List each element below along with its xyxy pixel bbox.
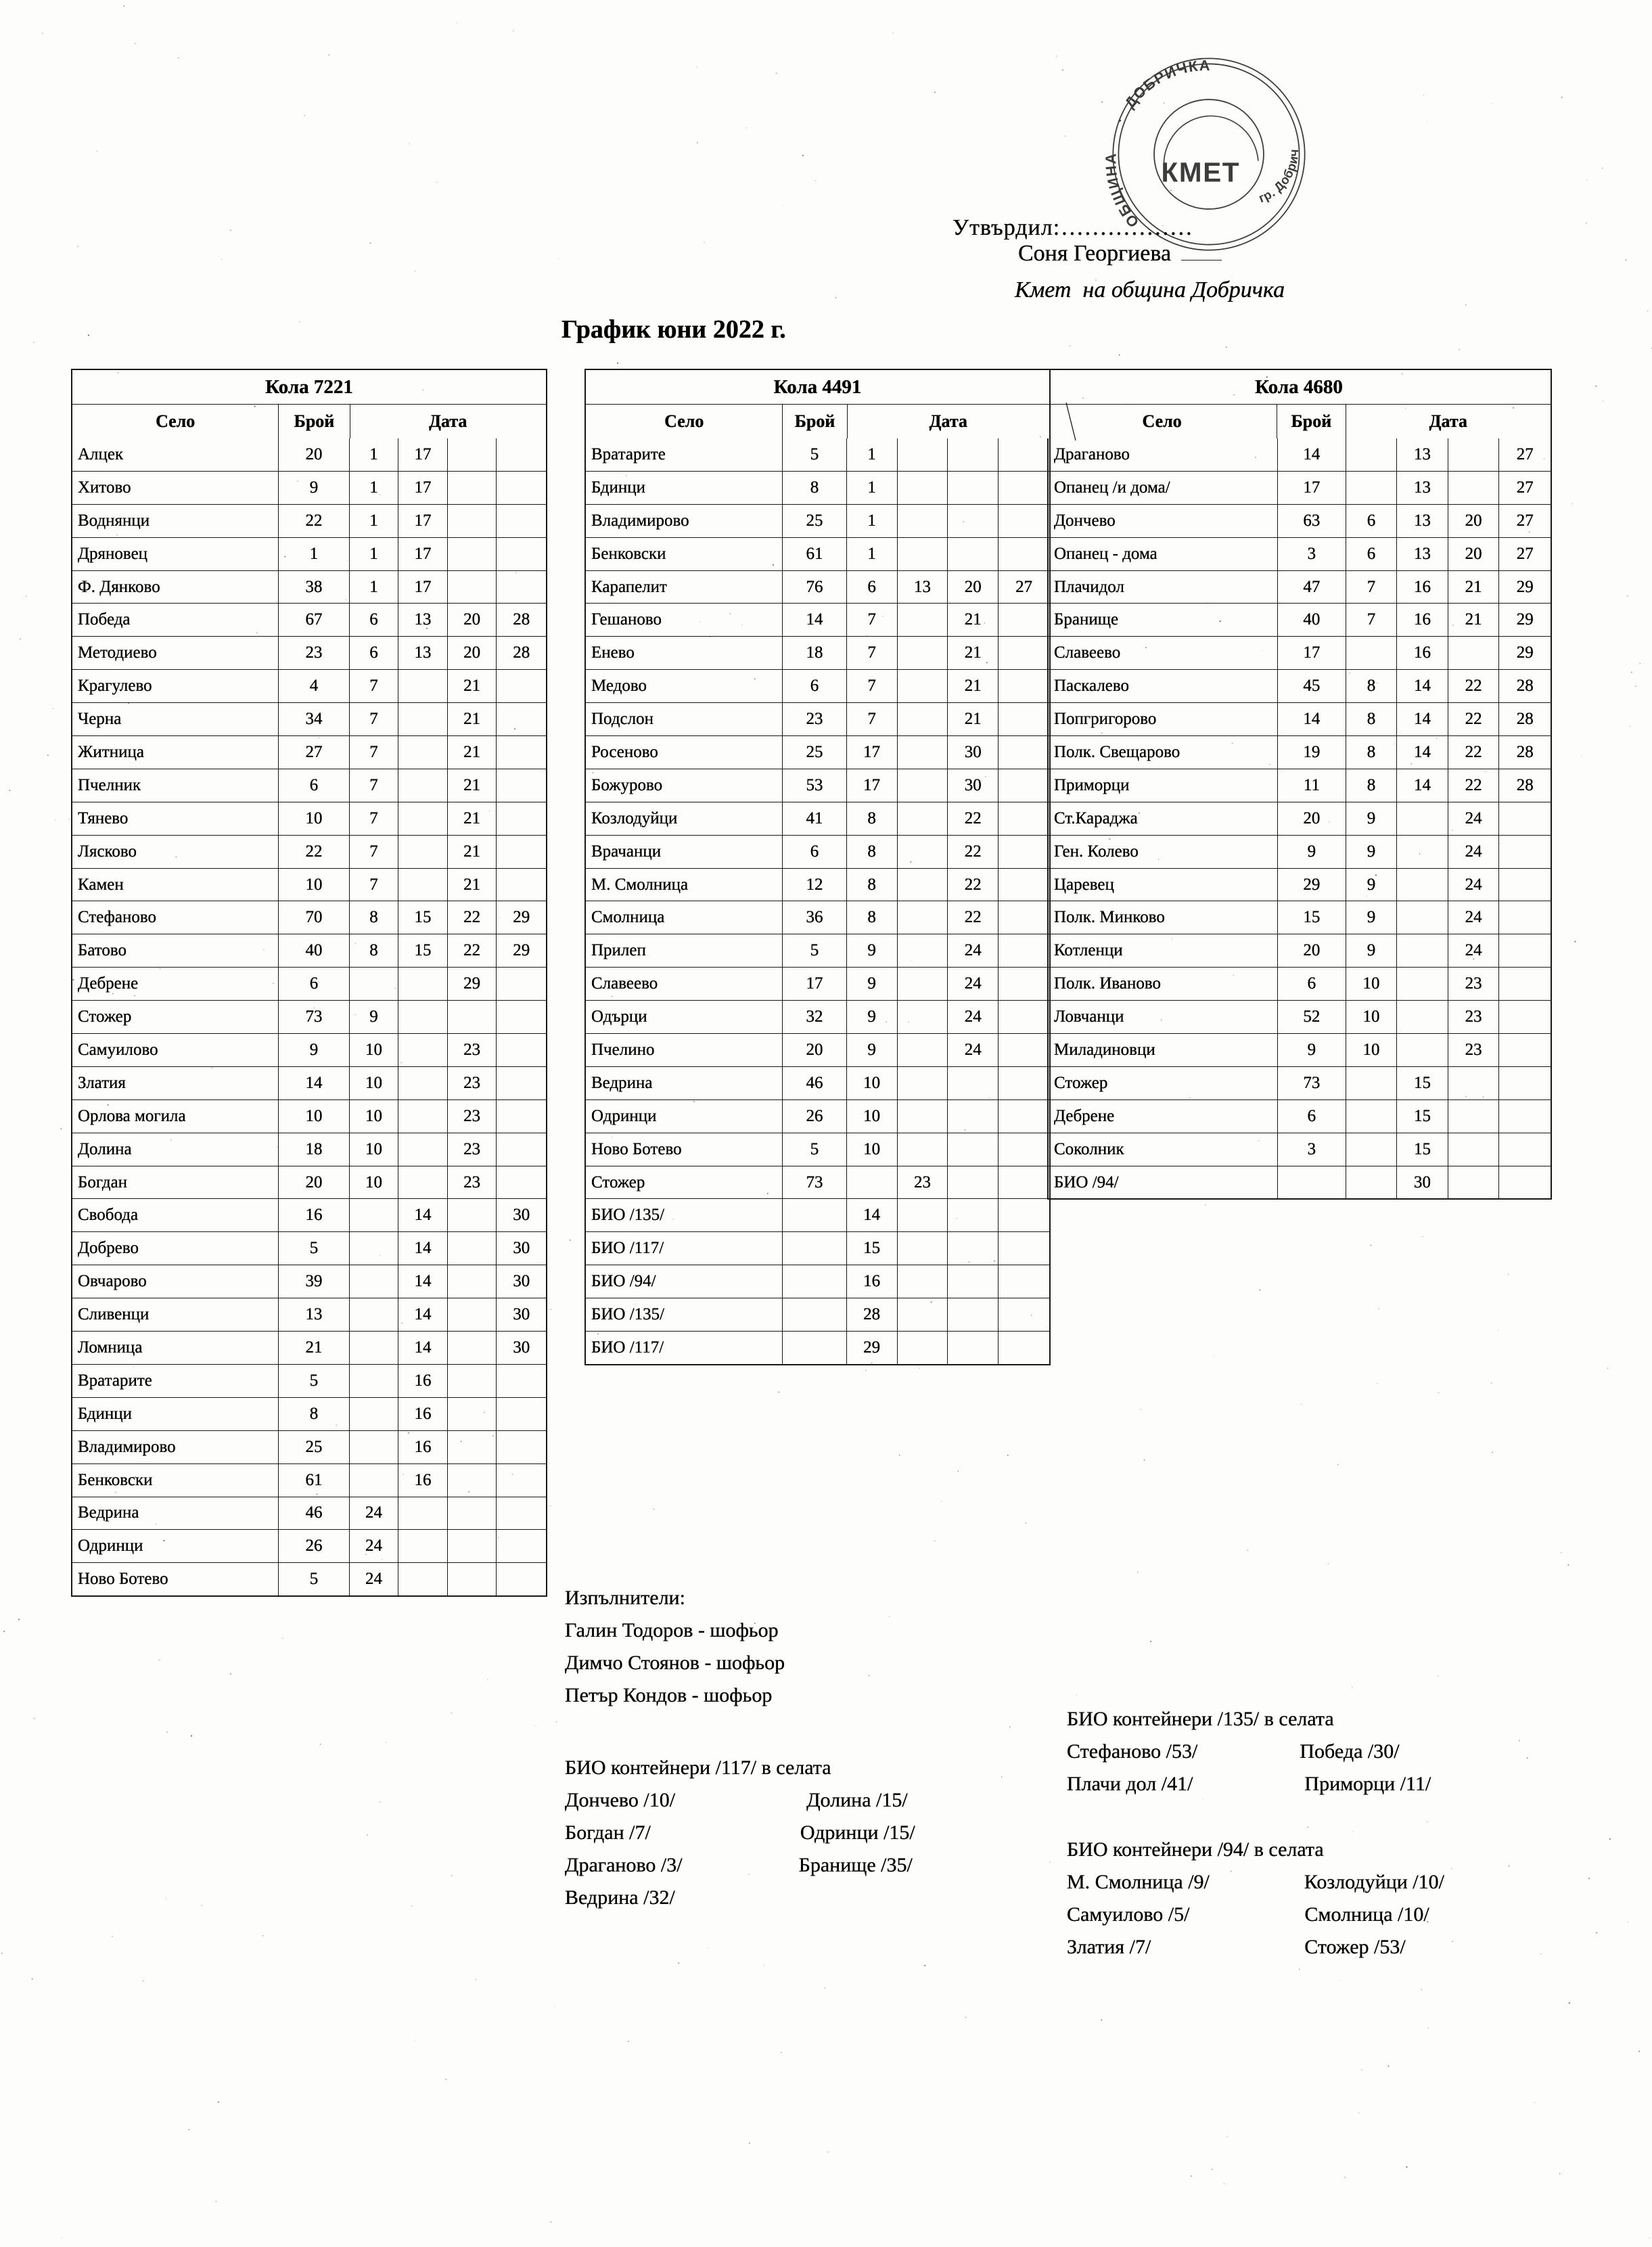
svg-text:КМЕТ: КМЕТ <box>1162 156 1241 187</box>
svg-text:·: · <box>1111 113 1129 126</box>
svg-text:ДОБРИЧКА: ДОБРИЧКА <box>1121 57 1211 112</box>
